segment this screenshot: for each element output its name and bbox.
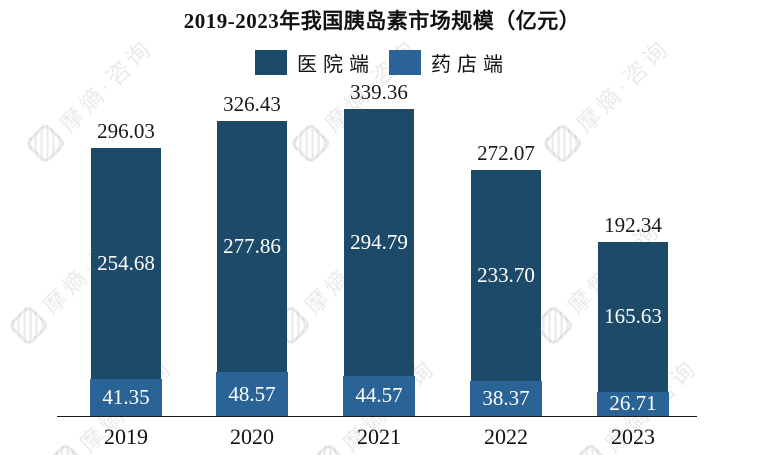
x-axis-line: [57, 416, 697, 417]
bar-segment-pharmacy: 44.57: [343, 375, 415, 416]
bar-segment-hospital: 277.86: [217, 120, 287, 373]
legend-label-pharmacy: 药店端: [431, 54, 509, 76]
bar-total-label: 192.34: [604, 212, 662, 237]
bar-segment-hospital: 233.70: [471, 169, 541, 382]
hospital-value-label: 294.79: [350, 229, 408, 254]
x-axis-label: 2019: [104, 424, 148, 449]
legend-swatch-pharmacy-icon: [389, 50, 421, 75]
bar-segment-hospital: 165.63: [598, 241, 668, 392]
pharmacy-value-label: 38.37: [482, 386, 530, 411]
chart-title: 2019-2023年我国胰岛素市场规模（亿元）: [183, 9, 581, 33]
bar-total-label: 296.03: [97, 119, 155, 144]
hospital-value-label: 165.63: [604, 304, 662, 329]
bar-segment-hospital: 294.79: [344, 108, 414, 376]
bar-segment-pharmacy: 38.37: [470, 381, 542, 416]
hospital-value-label: 233.70: [477, 263, 535, 287]
pharmacy-value-label: 41.35: [102, 384, 150, 409]
legend-item-pharmacy: 药店端: [389, 48, 509, 77]
x-axis-label: 2022: [484, 424, 528, 449]
bar-segment-pharmacy: 26.71: [597, 391, 669, 416]
hospital-value-label: 277.86: [223, 233, 281, 258]
legend-label-hospital: 医院端: [297, 54, 375, 76]
bar-segment-hospital: 254.68: [91, 148, 161, 379]
hospital-value-label: 254.68: [97, 250, 155, 275]
x-axis-label: 2021: [357, 424, 401, 449]
pharmacy-value-label: 48.57: [228, 381, 276, 406]
bar-segment-pharmacy: 41.35: [90, 378, 162, 416]
bar-segment-pharmacy: 48.57: [216, 372, 288, 416]
x-axis-label: 2023: [611, 424, 655, 449]
pharmacy-value-label: 44.57: [355, 383, 403, 408]
bar-total-label: 339.36: [350, 79, 408, 104]
x-axis-label: 2020: [230, 424, 274, 449]
legend-item-hospital: 医院端: [255, 48, 375, 77]
bar-total-label: 326.43: [223, 91, 281, 116]
legend: 医院端 药店端: [0, 48, 764, 77]
bar-total-label: 272.07: [477, 140, 535, 165]
legend-swatch-hospital-icon: [255, 50, 287, 75]
pharmacy-value-label: 26.71: [609, 391, 657, 416]
